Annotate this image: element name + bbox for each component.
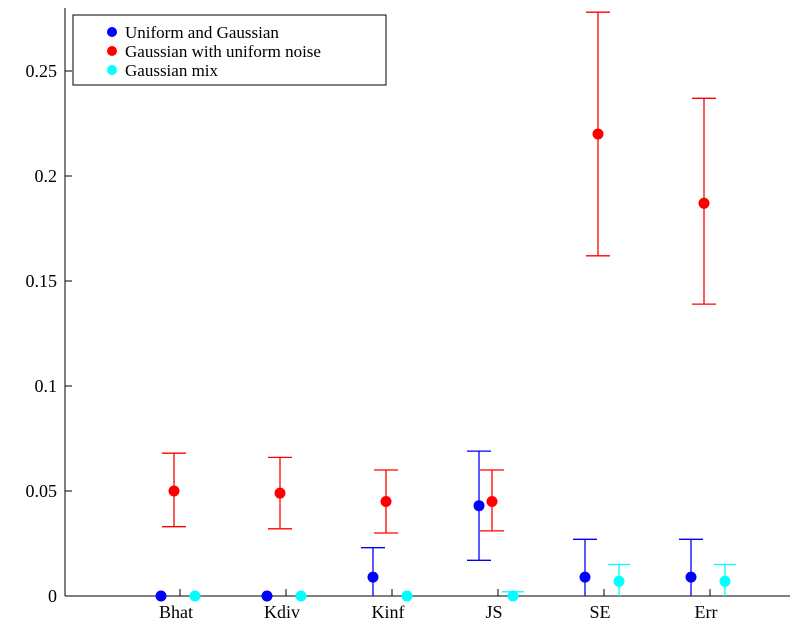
x-ticks: Bhat Kdiv Kinf JS SE Err — [159, 589, 717, 622]
y-tick-label: 0.1 — [35, 376, 58, 396]
legend-marker — [107, 27, 117, 37]
data-point — [698, 197, 710, 209]
data-point — [367, 571, 379, 583]
data-point — [401, 590, 413, 602]
legend-marker — [107, 46, 117, 56]
data-point — [473, 500, 485, 512]
x-tick-label: Kdiv — [264, 602, 300, 622]
axes — [64, 8, 790, 597]
data-point — [261, 590, 273, 602]
series-1 — [155, 450, 703, 602]
series-group — [155, 11, 736, 602]
x-tick-label: Err — [695, 602, 718, 622]
data-point — [685, 571, 697, 583]
legend-box — [72, 14, 387, 86]
data-point — [295, 590, 307, 602]
data-point — [168, 485, 180, 497]
data-point — [507, 590, 519, 602]
x-tick-label: SE — [589, 602, 610, 622]
legend-entry: Gaussian mix — [125, 61, 219, 80]
data-point — [155, 590, 167, 602]
x-tick-label: Kinf — [372, 602, 405, 622]
y-ticks: 0 0.05 0.1 0.15 0.2 0.25 — [26, 61, 72, 606]
y-tick-label: 0.15 — [26, 271, 58, 291]
series-3 — [189, 563, 736, 602]
y-tick-label: 0.2 — [35, 166, 58, 186]
legend-entry: Gaussian with uniform noise — [125, 42, 321, 61]
legend-entry: Uniform and Gaussian — [125, 23, 279, 42]
x-tick-label: Bhat — [159, 602, 193, 622]
y-tick-label: 0.05 — [26, 481, 58, 501]
legend-marker — [107, 65, 117, 75]
y-tick-label: 0 — [48, 586, 57, 606]
y-tick-label: 0.25 — [26, 61, 58, 81]
data-point — [486, 496, 498, 507]
data-point — [592, 128, 604, 140]
data-point — [274, 487, 286, 499]
data-point — [719, 575, 731, 587]
series-2 — [162, 11, 716, 534]
data-point — [189, 590, 201, 602]
x-tick-label: JS — [485, 602, 502, 622]
data-point — [579, 571, 591, 583]
data-point — [380, 496, 392, 507]
data-point — [613, 575, 625, 587]
